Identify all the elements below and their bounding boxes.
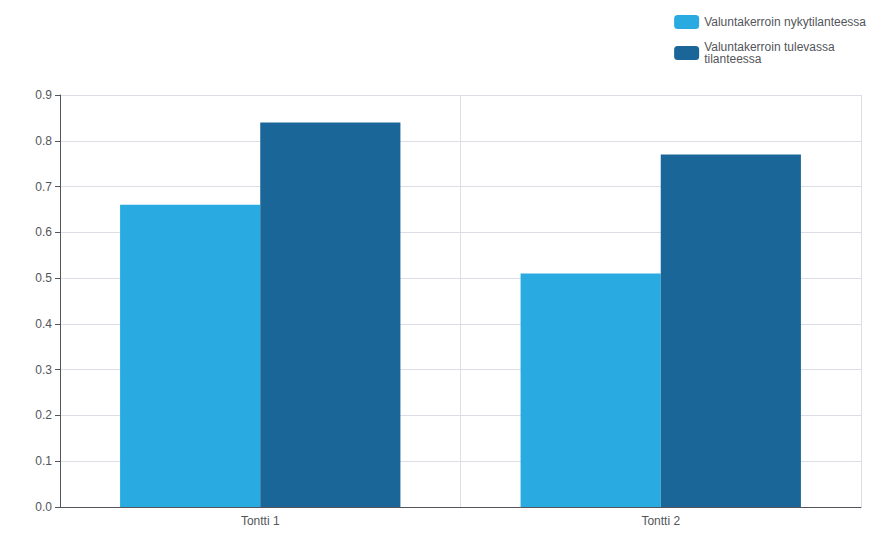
svg-text:0.9: 0.9 [35,88,52,102]
svg-text:0.3: 0.3 [35,363,52,377]
svg-text:0.5: 0.5 [35,271,52,285]
svg-text:0.1: 0.1 [35,454,52,468]
svg-text:0.6: 0.6 [35,225,52,239]
svg-text:Valuntakerroin tulevassa: Valuntakerroin tulevassa [704,40,835,54]
svg-text:0.8: 0.8 [35,134,52,148]
svg-text:0.0: 0.0 [35,500,52,514]
svg-text:0.4: 0.4 [35,317,52,331]
svg-text:0.7: 0.7 [35,180,52,194]
svg-text:Tontti 1: Tontti 1 [241,514,280,528]
svg-text:Tontti 2: Tontti 2 [641,514,680,528]
svg-text:Valuntakerroin nykytilanteessa: Valuntakerroin nykytilanteessa [704,15,866,29]
svg-text:0.2: 0.2 [35,408,52,422]
svg-text:tilanteessa: tilanteessa [704,52,762,66]
